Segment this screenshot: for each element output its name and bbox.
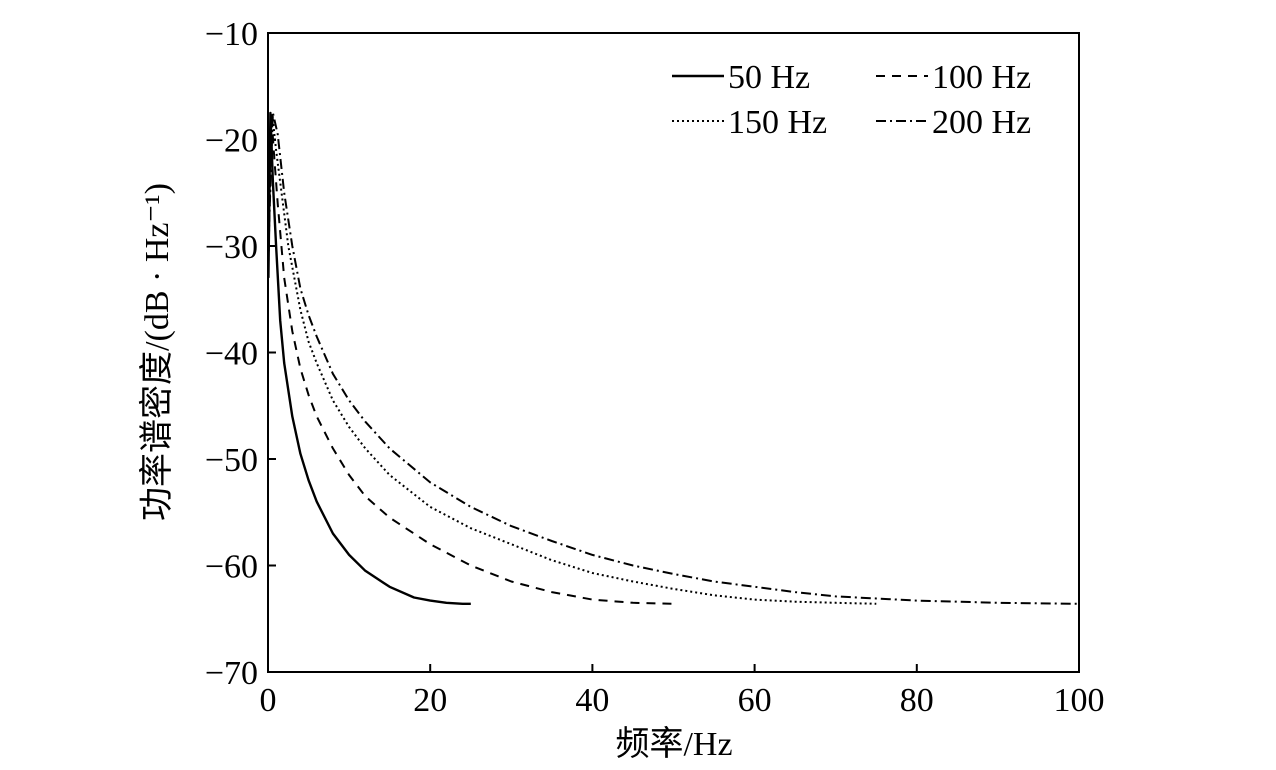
y-tick-label: −70 [205, 655, 258, 692]
series-line-4 [267, 111, 1080, 605]
x-tick-label: 20 [413, 682, 447, 719]
legend-label-4: 200 Hz [932, 104, 1031, 141]
series-line-3 [267, 111, 877, 605]
x-tick-label: 40 [575, 682, 609, 719]
x-tick-label: 80 [900, 682, 934, 719]
y-tick-label: −10 [205, 16, 258, 53]
legend-label-1: 50 Hz [728, 59, 810, 96]
legend-label-3: 150 Hz [728, 104, 827, 141]
x-axis-title: 频率/Hz [615, 725, 732, 763]
x-tick-label: 0 [260, 682, 277, 719]
y-tick-label: −40 [205, 336, 258, 373]
series-lines [267, 111, 1080, 605]
y-tick-label: −60 [205, 549, 258, 586]
y-tick-label: −20 [205, 123, 258, 160]
y-tick-label: −30 [205, 229, 258, 266]
series-line-2 [267, 111, 674, 605]
series-line-1 [267, 111, 471, 605]
x-tick-label: 60 [738, 682, 772, 719]
axis-ticks: 0 20 40 60 80 100 −10 −20 −30 −40 −50 −60 −70 [205, 16, 1105, 719]
x-tick-label: 100 [1054, 682, 1105, 719]
legend-label-2: 100 Hz [932, 59, 1031, 96]
y-tick-label: −50 [205, 442, 258, 479]
y-axis-title: 功率谱密度/(dB · Hz⁻¹) [138, 183, 176, 521]
legend: 50 Hz 100 Hz 150 Hz 200 Hz [672, 59, 1031, 141]
